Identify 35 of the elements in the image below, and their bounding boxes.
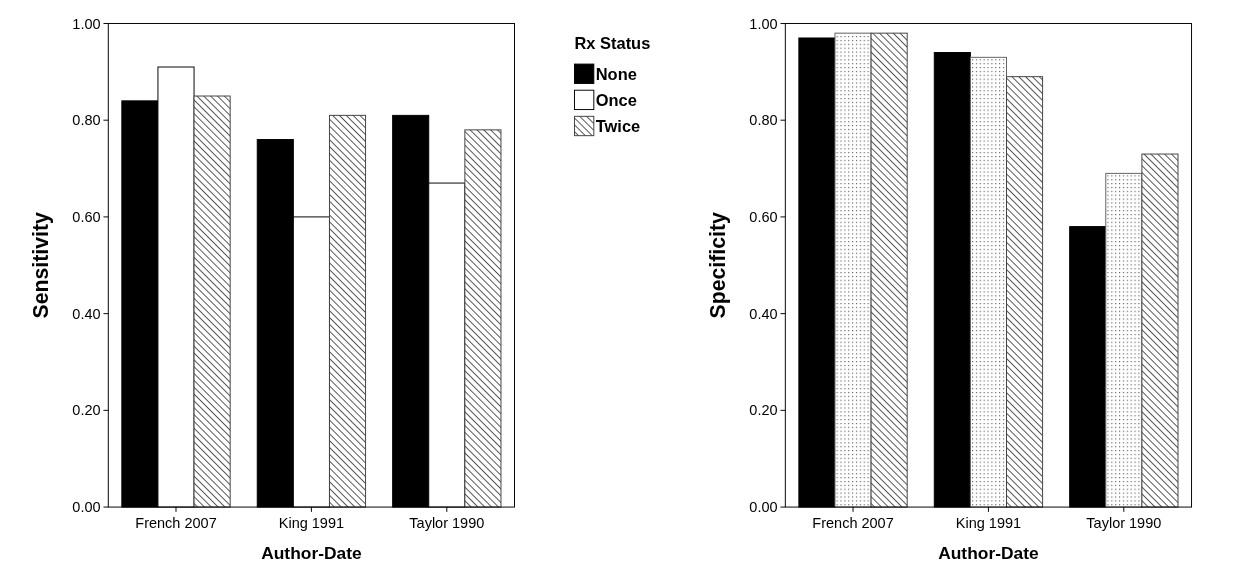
x-tick-label: King 1991	[278, 515, 345, 532]
bar	[870, 32, 908, 508]
y-tick-label: 1.00	[749, 15, 778, 32]
y-axis-title: Sensitivity	[29, 211, 54, 319]
x-tick-label: King 1991	[955, 515, 1022, 532]
y-tick-label: 0.80	[72, 112, 101, 129]
y-tick-label: 0.20	[749, 402, 778, 419]
bar	[1141, 153, 1179, 508]
x-tick-label: French 2007	[135, 515, 217, 532]
y-axis-title: Specificity	[706, 211, 731, 319]
x-axis-title: Author-Date	[938, 543, 1039, 564]
x-tick-label: Taylor 1990	[409, 515, 485, 532]
y-tick-label: 0.00	[72, 499, 101, 516]
x-axis-title: Author-Date	[261, 543, 362, 564]
y-tick-label: 1.00	[72, 15, 101, 32]
bar	[969, 56, 1007, 508]
bar	[464, 129, 502, 508]
y-tick-label: 0.00	[749, 499, 778, 516]
bar	[1006, 76, 1044, 508]
bar	[328, 114, 367, 508]
x-tick-label: Taylor 1990	[1086, 515, 1162, 532]
bar	[193, 95, 231, 508]
bar	[1105, 172, 1143, 508]
y-tick-label: 0.20	[72, 402, 101, 419]
y-tick-label: 0.40	[749, 305, 778, 322]
bar	[834, 32, 872, 508]
y-tick-label: 0.60	[72, 208, 101, 225]
x-tick-label: French 2007	[812, 515, 894, 532]
y-tick-label: 0.60	[749, 208, 778, 225]
y-tick-label: 0.40	[72, 305, 101, 322]
y-tick-label: 0.80	[749, 112, 778, 129]
legend-label: Twice	[595, 116, 641, 135]
legend-label: Once	[595, 90, 637, 109]
legend-label: None	[595, 64, 637, 83]
legend-title: Rx Status	[574, 33, 651, 52]
